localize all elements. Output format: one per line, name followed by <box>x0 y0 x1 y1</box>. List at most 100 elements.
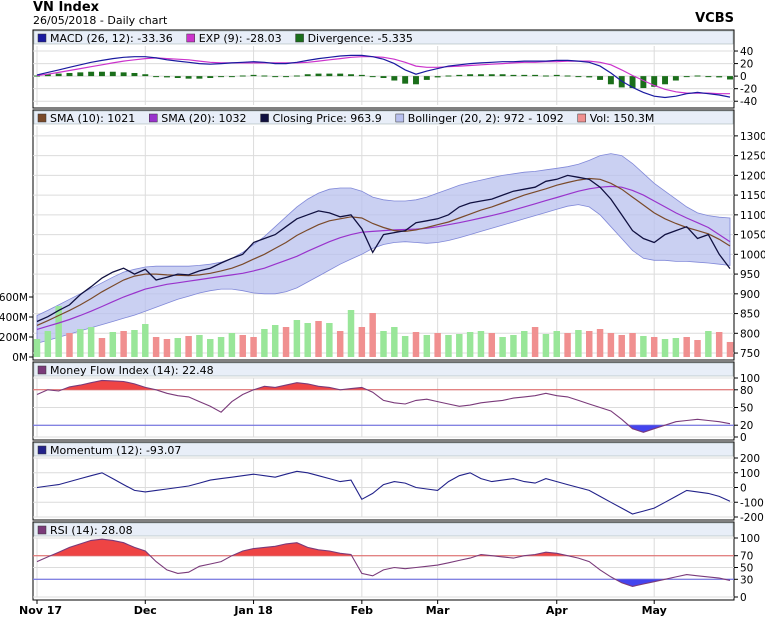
y-tick-label-price: 1200 <box>740 170 765 182</box>
volume-bar <box>326 323 333 357</box>
volume-bar <box>585 331 593 357</box>
volume-bar <box>282 327 290 357</box>
divergence-bar <box>207 76 214 79</box>
divergence-bar <box>532 74 539 77</box>
volume-bar <box>705 331 712 357</box>
volume-bar <box>239 335 246 357</box>
volume-bar <box>423 335 431 357</box>
divergence-bar <box>131 72 138 77</box>
legend-label: Bollinger (20, 2): 972 - 1092 <box>408 112 564 125</box>
volume-bar <box>510 335 517 357</box>
volume-bar <box>542 334 550 357</box>
volume-bar <box>715 332 723 357</box>
volume-bar <box>33 339 41 357</box>
mfi-line <box>36 379 731 433</box>
legend-swatch <box>37 33 47 43</box>
pane-momentum: 200 100 0 -100 -200 Momentum (12): -93.07 <box>32 441 764 524</box>
y-tick-label-price: 950 <box>740 269 760 281</box>
volume-bar <box>434 333 441 357</box>
y-tick-label-rsi: 30 <box>740 574 753 586</box>
overbought-fill <box>37 380 730 390</box>
legend-swatch <box>395 113 405 123</box>
volume-bar <box>412 332 420 357</box>
volume-bar <box>683 337 690 357</box>
divergence-bar <box>402 76 409 84</box>
y-tick-label-price: 850 <box>740 309 760 321</box>
y-tick-label-rsi: 100 <box>740 533 760 545</box>
divergence-bar <box>651 76 658 87</box>
divergence-bar <box>315 73 322 77</box>
divergence-bar <box>727 76 733 80</box>
divergence-bar <box>662 76 668 85</box>
volume-bar <box>174 338 182 357</box>
legend-label: SMA (10): 1021 <box>50 112 135 125</box>
y-tick-label-rsi: 70 <box>740 551 753 563</box>
x-tick-label: Mar <box>426 604 450 617</box>
divergence-bar <box>456 74 463 77</box>
legend-label: SMA (20): 1032 <box>161 112 246 125</box>
y-tick-label-price: 900 <box>740 289 760 301</box>
divergence-bar <box>55 73 62 77</box>
divergence-bar <box>293 75 300 77</box>
bollinger-band <box>36 153 731 344</box>
exp-line <box>36 56 730 95</box>
divergence-bar <box>228 76 235 78</box>
volume-bar <box>650 337 658 357</box>
divergence-bar <box>99 71 105 77</box>
volume-bar <box>618 335 625 357</box>
volume-tick-label: 400M <box>0 312 28 324</box>
volume-bar <box>358 327 366 357</box>
divergence-bar <box>304 74 311 77</box>
chart-subtitle: 26/05/2018 - Daily chart <box>33 14 168 27</box>
divergence-bar <box>153 76 160 78</box>
divergence-bar <box>477 74 484 77</box>
volume-bar <box>152 337 160 357</box>
legend-strip-momentum <box>33 442 734 457</box>
volume-tick-label: 200M <box>0 332 28 344</box>
divergence-bar <box>348 74 354 77</box>
divergence-bar <box>44 74 51 77</box>
volume-bar <box>163 339 171 357</box>
divergence-bar <box>142 74 149 77</box>
volume-bar <box>607 333 615 357</box>
divergence-bar <box>250 74 257 77</box>
legend-swatch <box>37 113 47 123</box>
y-tick-label-macd: 20 <box>740 59 753 71</box>
legend-label: Divergence: -5.335 <box>308 32 413 45</box>
y-tick-label-mfi: 100 <box>740 373 760 385</box>
legend-swatch <box>295 33 304 43</box>
y-tick-label-price: 750 <box>740 348 760 360</box>
volume-bar <box>521 331 528 357</box>
divergence-bar <box>510 74 517 77</box>
x-tick-label: May <box>642 604 667 617</box>
divergence-bar <box>542 75 549 77</box>
y-tick-label-mfi: 50 <box>740 403 753 415</box>
legend-swatch <box>149 113 158 123</box>
divergence-bar <box>423 76 430 80</box>
y-tick-label-price: 1000 <box>740 249 765 261</box>
volume-bar <box>293 320 301 357</box>
divergence-bar <box>185 76 192 79</box>
volume-bar <box>661 339 669 357</box>
volume-bar <box>142 324 149 357</box>
divergence-bar <box>597 76 604 80</box>
y-tick-label-mfi: 0 <box>740 432 747 444</box>
volume-bar <box>629 333 636 357</box>
volume-bar <box>336 331 344 357</box>
legend-label: RSI (14): 28.08 <box>50 524 133 537</box>
divergence-bar <box>564 75 571 77</box>
volume-bar <box>77 329 84 357</box>
volume-bar <box>250 337 257 357</box>
volume-bar <box>445 335 452 357</box>
divergence-bar <box>66 72 73 77</box>
volume-bar <box>466 332 474 357</box>
macd-line <box>36 54 731 99</box>
y-tick-label-momentum: 100 <box>740 468 760 480</box>
legend-swatch <box>577 113 586 123</box>
legend-label: EXP (9): -28.03 <box>199 32 282 45</box>
legend-label: Money Flow Index (14): 22.48 <box>50 364 214 377</box>
